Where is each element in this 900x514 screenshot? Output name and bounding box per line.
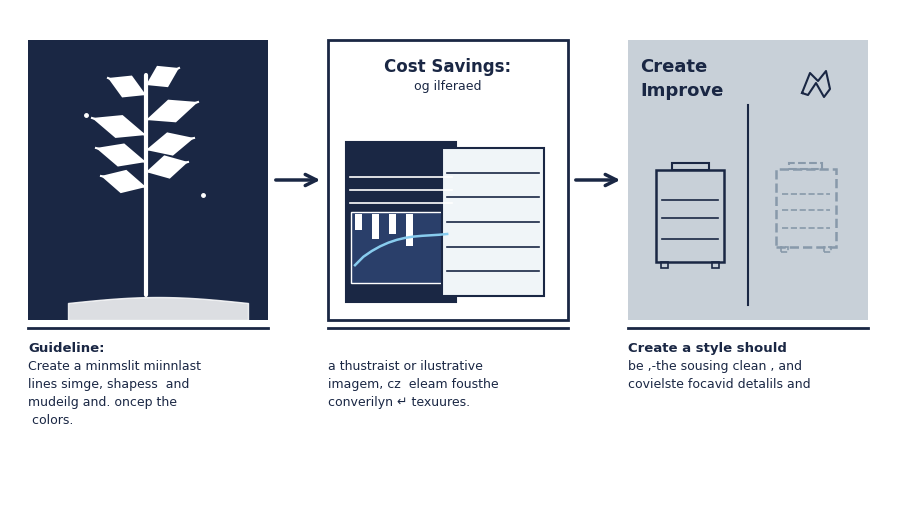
Text: Create: Create — [640, 58, 707, 76]
Bar — [389, 214, 396, 234]
Text: a thustraist or ilustrative
imagem, cz  eleam fousthe
converilyn ↵ texuures.: a thustraist or ilustrative imagem, cz e… — [328, 360, 499, 409]
Bar — [372, 214, 379, 239]
Bar — [780, 247, 788, 252]
Text: Guideline:: Guideline: — [28, 342, 104, 355]
Bar — [662, 263, 669, 268]
Bar — [671, 163, 709, 171]
Bar — [328, 40, 568, 320]
Text: Cost Savings:: Cost Savings: — [384, 58, 511, 76]
Polygon shape — [96, 143, 146, 167]
Polygon shape — [108, 76, 146, 98]
Polygon shape — [146, 100, 198, 122]
Text: be ,­the sousing clean , and
covielste focavid detalils and: be ,­the sousing clean , and covielste f… — [628, 360, 811, 391]
Text: Create a style should: Create a style should — [628, 342, 787, 355]
Polygon shape — [92, 115, 146, 138]
Polygon shape — [146, 133, 194, 156]
Bar — [776, 169, 835, 247]
Bar — [628, 40, 868, 320]
Bar — [789, 163, 822, 169]
Polygon shape — [146, 155, 188, 179]
Bar — [355, 214, 362, 230]
Bar — [406, 214, 413, 246]
Bar — [824, 247, 831, 252]
Text: Create a minmslit miinnlast
lines simge, shapess  and
mudeilg and. oncep the
 co: Create a minmslit miinnlast lines simge,… — [28, 360, 201, 427]
Bar — [442, 149, 544, 296]
Bar — [351, 212, 451, 283]
Bar — [28, 40, 268, 320]
Text: Improve: Improve — [640, 82, 724, 100]
Polygon shape — [146, 66, 179, 87]
Bar — [346, 142, 456, 302]
Bar — [656, 171, 725, 263]
Text: og ilferaed: og ilferaed — [414, 80, 482, 93]
Bar — [713, 263, 719, 268]
Polygon shape — [101, 170, 146, 193]
